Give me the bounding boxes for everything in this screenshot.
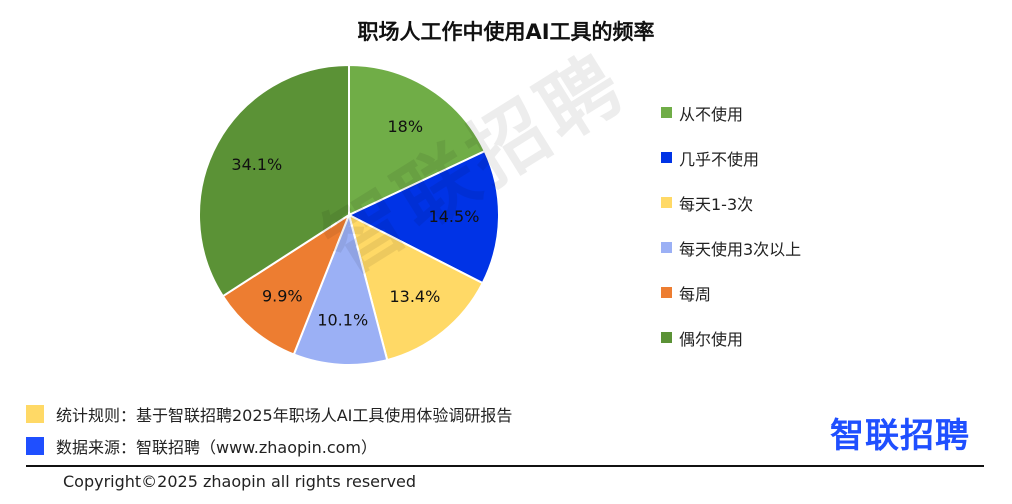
pie-slice [198,63,350,298]
legend-label: 每周 [679,284,712,304]
zhaopin-logo: 智联招聘 [830,416,970,456]
footnote-source: 数据来源：智联招聘（www.zhaopin.com） [26,434,377,458]
footnote-text: 数据来源：智联招聘（www.zhaopin.com） [56,438,378,457]
slice-data-label: 10.1% [317,310,368,329]
legend-item: 每天1-3次 [661,180,801,225]
chart-title: 职场人工作中使用AI工具的频率 [357,20,655,44]
legend-label: 每天1-3次 [679,194,754,214]
footnote-rule: 统计规则：基于智联招聘2025年职场人AI工具使用体验调研报告 [26,402,512,426]
pie-slice [221,212,352,356]
legend-swatch [661,107,672,118]
slice-data-label: 34.1% [231,155,282,174]
slice-data-label: 9.9% [262,287,303,306]
legend-item: 从不使用 [661,90,801,135]
legend-item: 每周 [661,270,801,315]
legend-swatch [661,332,672,343]
legend-swatch [661,287,672,298]
chart-legend: 从不使用 几乎不使用 每天1-3次 每天使用3次以上 每周 偶尔使用 [661,90,801,360]
footnote-swatch [26,405,44,423]
pie-slice [292,211,389,366]
footnote-text: 统计规则：基于智联招聘2025年职场人AI工具使用体验调研报告 [56,406,513,425]
legend-swatch [661,197,672,208]
slice-data-label: 18% [387,117,423,136]
legend-item: 每天使用3次以上 [661,225,801,270]
pie-slice [346,149,500,285]
footer-divider [26,465,984,467]
legend-label: 每天使用3次以上 [679,239,802,259]
legend-item: 几乎不使用 [661,135,801,180]
legend-label: 从不使用 [679,104,744,124]
legend-label: 偶尔使用 [679,329,744,349]
legend-item: 偶尔使用 [661,315,801,360]
pie-slice [347,213,484,362]
legend-label: 几乎不使用 [679,149,760,169]
pie-slice [348,63,487,217]
slice-data-label: 14.5% [429,207,480,226]
footnote-swatch [26,437,44,455]
slice-data-label: 13.4% [389,287,440,306]
copyright: Copyright©2025 zhaopin all rights reserv… [63,472,417,491]
legend-swatch [661,242,672,253]
legend-swatch [661,152,672,163]
